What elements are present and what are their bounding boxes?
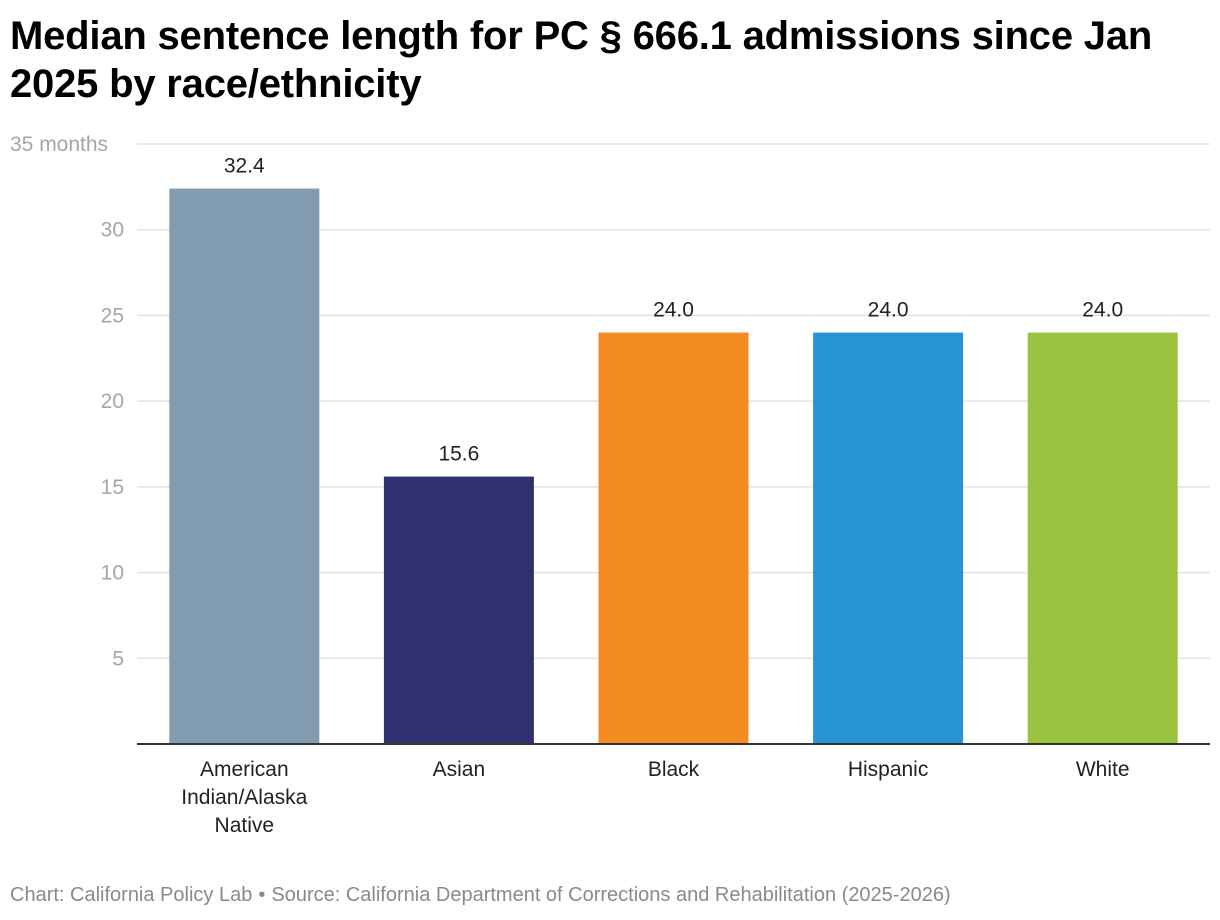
bar bbox=[1027, 332, 1178, 744]
value-labels: 32.4 15.6 24.0 24.0 24.0 bbox=[224, 155, 1123, 466]
x-category-label: Hispanic bbox=[848, 758, 929, 781]
y-tick-label: 10 bbox=[101, 562, 124, 585]
bar-value-label: 15.6 bbox=[438, 443, 479, 466]
data-source: Source: California Department of Correct… bbox=[271, 884, 951, 906]
bar bbox=[169, 188, 320, 745]
bar-value-label: 24.0 bbox=[868, 299, 909, 322]
bars bbox=[169, 188, 1178, 745]
x-category-label: Asian bbox=[433, 758, 486, 781]
bar bbox=[383, 476, 534, 744]
x-category-label: Native bbox=[215, 814, 275, 837]
x-axis-category-labels: American Indian/Alaska Native Asian Black His… bbox=[181, 758, 1129, 837]
x-category-label: Indian/Alaska bbox=[181, 786, 307, 809]
bar bbox=[813, 332, 964, 744]
chart-title: Median sentence length for PC § 666.1 ad… bbox=[10, 14, 1153, 106]
y-tick-label: 25 bbox=[101, 304, 124, 327]
bar bbox=[598, 332, 749, 744]
y-tick-label: 15 bbox=[101, 476, 124, 499]
bar-value-label: 24.0 bbox=[653, 299, 694, 322]
y-tick-label: 30 bbox=[101, 219, 124, 242]
x-category-label: American bbox=[200, 758, 289, 781]
x-category-label: White bbox=[1076, 758, 1130, 781]
y-tick-label: 20 bbox=[101, 390, 124, 413]
chart-credit: Chart: California Policy Lab bbox=[10, 884, 253, 906]
footer-separator: • bbox=[258, 884, 266, 906]
x-category-label: Black bbox=[648, 758, 700, 781]
bar-value-label: 32.4 bbox=[224, 155, 265, 178]
chart-footer: Chart: California Policy Lab • Source: Cal… bbox=[10, 884, 951, 907]
y-tick-label: 5 bbox=[112, 647, 124, 670]
y-tick-label: 35 months bbox=[10, 133, 108, 156]
bar-value-label: 24.0 bbox=[1082, 299, 1123, 322]
y-axis-tick-labels: 5 10 15 20 25 30 35 months bbox=[10, 133, 124, 670]
